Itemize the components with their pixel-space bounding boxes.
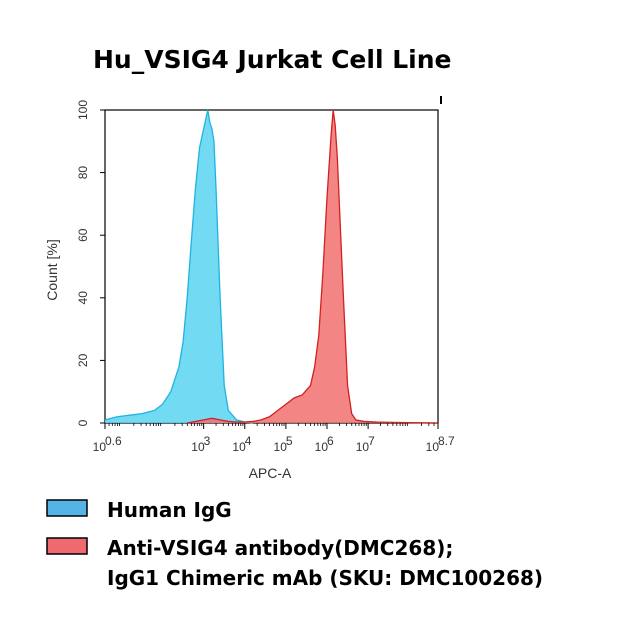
series-line-0 <box>104 109 254 424</box>
x-tick-exponent: 5 <box>286 434 293 448</box>
x-tick-label: 10 <box>93 440 107 454</box>
y-tick-label: 100 <box>76 100 90 120</box>
y-tick-label: 20 <box>76 353 90 367</box>
x-tick-exponent: 4 <box>245 434 252 448</box>
legend-swatch-0 <box>46 499 88 517</box>
x-tick-label: 10 <box>426 440 440 454</box>
y-tick-label: 80 <box>76 166 90 180</box>
x-axis-label: APC-A <box>249 465 292 481</box>
x-tick-exponent: 6 <box>327 434 334 448</box>
x-tick-label: 10 <box>356 440 370 454</box>
x-tick-exponent: 8.7 <box>438 434 455 448</box>
legend: Human IgG Anti-VSIG4 antibody(DMC268); IgG… <box>46 498 543 590</box>
x-tick-label: 10 <box>191 440 205 454</box>
legend-label-0: Human IgG <box>107 498 232 522</box>
x-tick-exponent: 7 <box>368 434 375 448</box>
y-tick-label: 0 <box>76 419 90 426</box>
legend-swatch-1 <box>46 537 88 555</box>
series-area-0 <box>105 110 253 423</box>
x-tick-exponent: 0.6 <box>105 434 122 448</box>
y-tick-label: 40 <box>76 291 90 305</box>
x-tick-exponent: 3 <box>204 434 211 448</box>
x-tick-label: 10 <box>232 440 246 454</box>
x-tick-label: 10 <box>315 440 329 454</box>
series-line-1 <box>187 109 439 424</box>
legend-label-1: Anti-VSIG4 antibody(DMC268); <box>107 536 453 560</box>
plot-frame <box>104 109 439 424</box>
legend-label-1: IgG1 Chimeric mAb (SKU: DMC100268) <box>107 566 543 590</box>
y-axis-label: Count [%] <box>44 239 60 300</box>
chart-title: Hu_VSIG4 Jurkat Cell Line <box>93 45 451 74</box>
x-tick-label: 10 <box>274 440 288 454</box>
y-tick-label: 60 <box>76 228 90 242</box>
